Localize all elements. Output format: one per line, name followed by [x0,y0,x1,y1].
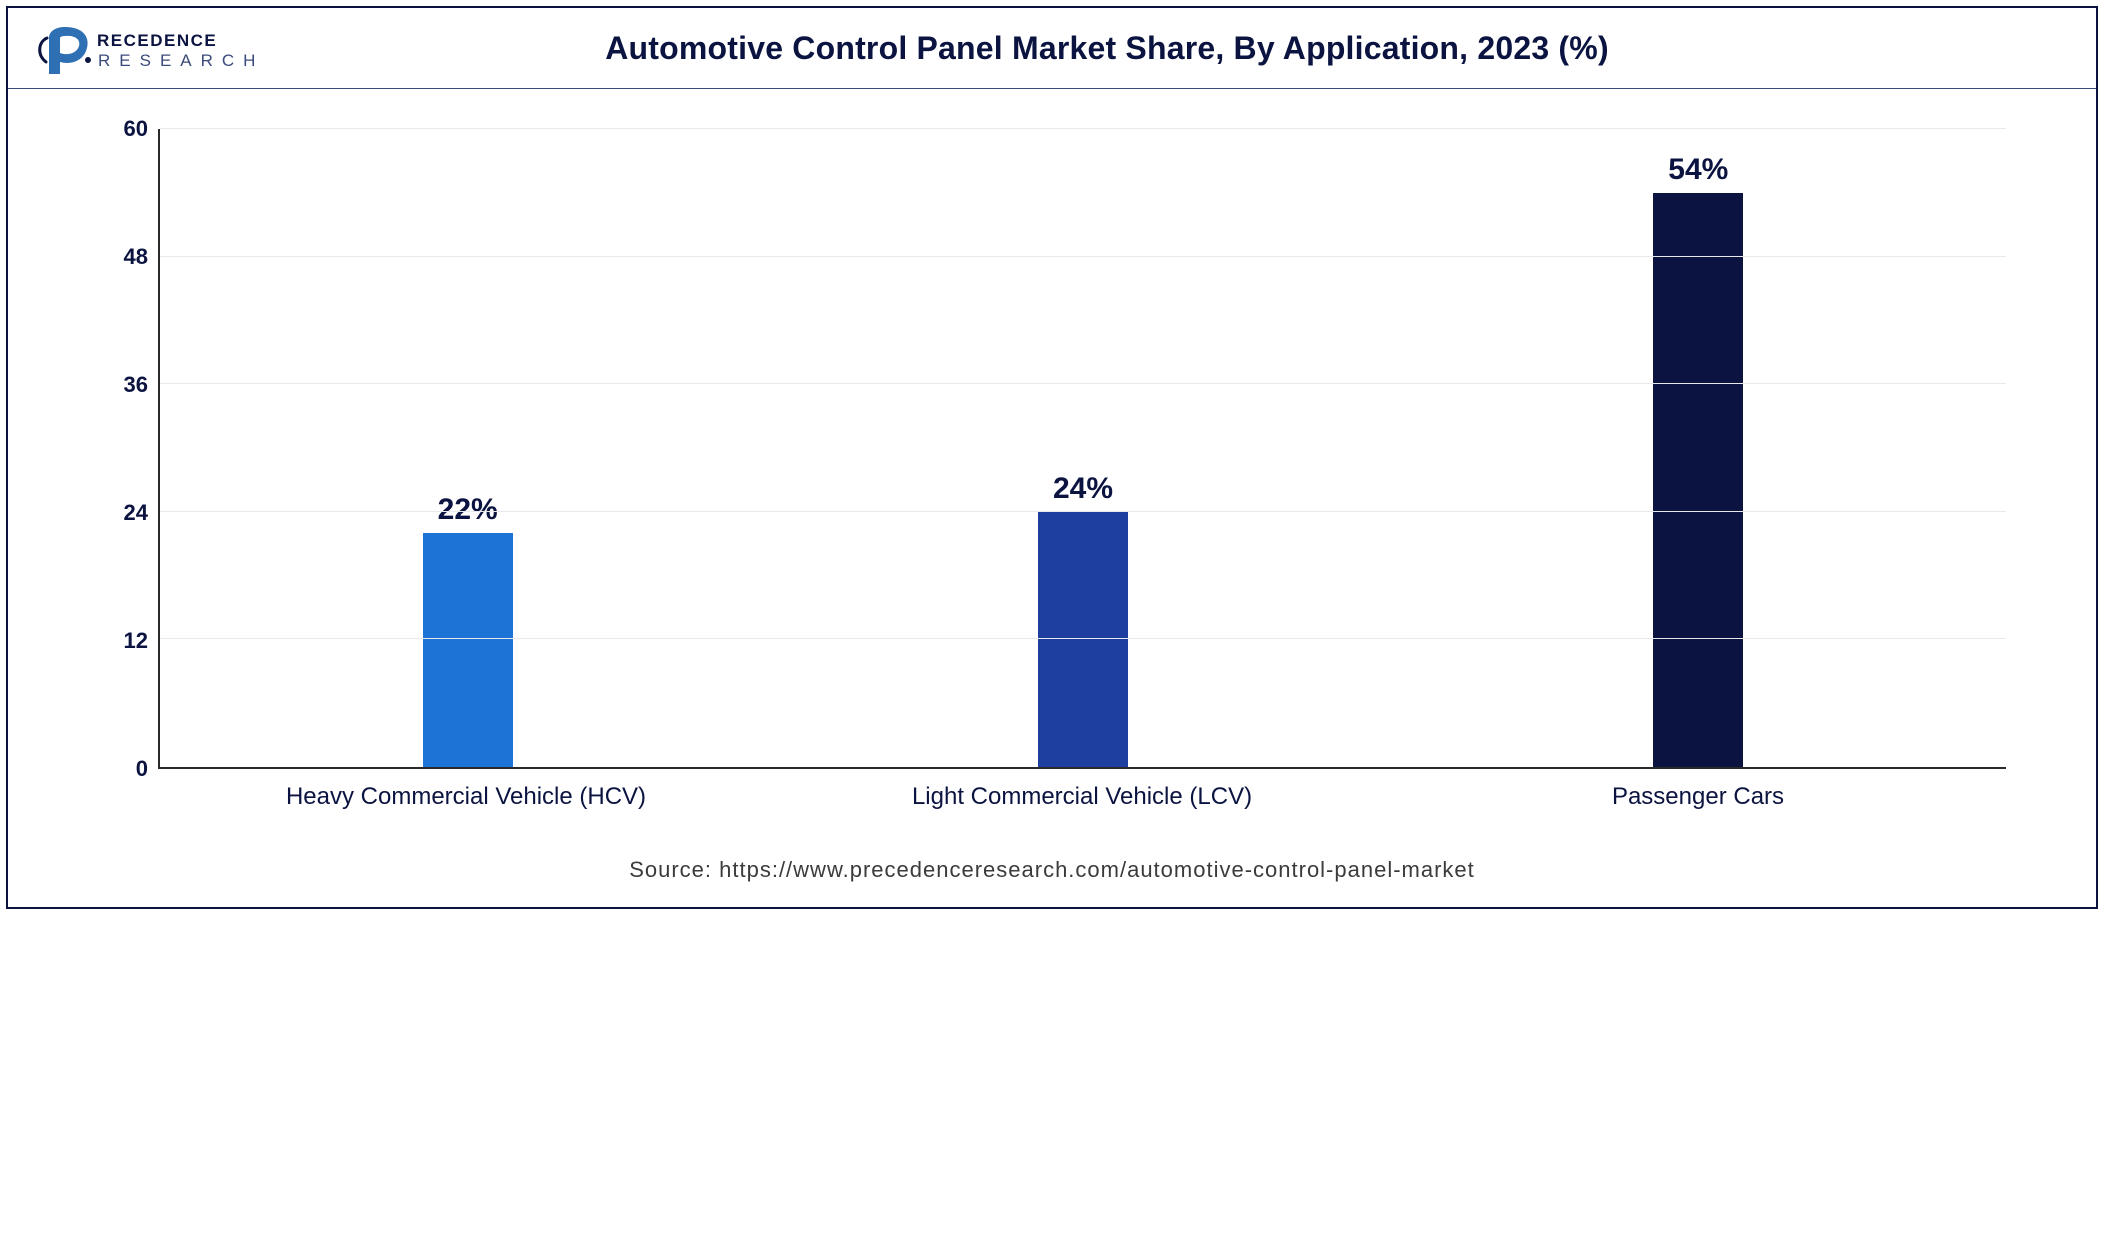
y-tick-label: 48 [124,244,148,270]
chart-title: Automotive Control Panel Market Share, B… [262,30,1952,67]
title-wrap: Automotive Control Panel Market Share, B… [262,30,2072,67]
bar: 54% [1653,193,1743,767]
source-text: Source: https://www.precedenceresearch.c… [629,857,1475,882]
chart-area-outer: 0 12 24 36 48 60 22% 24% 54% Heavy Commercial V… [8,89,2096,821]
grid-line [160,383,2006,384]
grid-line [160,511,2006,512]
y-tick-label: 36 [124,372,148,398]
chart-area: 01224364860 22%24%54% [98,129,2006,769]
y-tick-label: 24 [124,500,148,526]
y-axis: 01224364860 [98,129,158,769]
source-prefix: Source: [629,857,719,882]
header-row: RECEDENCE RESEARCH Automotive Control Pa… [8,8,2096,89]
bar-slot: 22% [160,129,775,767]
bar-value-label: 24% [1053,472,1113,506]
plot-area: 22% 24% 54% [158,129,2006,769]
x-axis-labels: Heavy Commercial Vehicle (HCV)Light Comm… [158,769,2006,811]
bars-container: 22% 24% 54% [160,129,2006,767]
grid-line [160,256,2006,257]
y-tick-label: 0 [136,756,148,782]
x-axis-label: Passenger Cars [1390,769,2006,811]
svg-text:RECEDENCE: RECEDENCE [97,31,217,50]
x-axis-label: Heavy Commercial Vehicle (HCV) [158,769,774,811]
bar: 24% [1038,512,1128,767]
bar-value-label: 54% [1668,153,1728,187]
bar-slot: 54% [1391,129,2006,767]
x-axis-label: Light Commercial Vehicle (LCV) [774,769,1390,811]
y-tick-label: 60 [124,116,148,142]
source-url: https://www.precedenceresearch.com/autom… [719,857,1475,882]
chart-card: RECEDENCE RESEARCH Automotive Control Pa… [6,6,2098,909]
brand-logo: RECEDENCE RESEARCH [32,16,262,80]
source-row: Source: https://www.precedenceresearch.c… [8,821,2096,907]
grid-line [160,128,2006,129]
grid-line [160,638,2006,639]
bar: 22% [423,533,513,767]
svg-text:RESEARCH: RESEARCH [98,51,262,70]
y-tick-label: 12 [124,628,148,654]
precedence-logo-icon: RECEDENCE RESEARCH [32,16,262,80]
bar-slot: 24% [775,129,1390,767]
